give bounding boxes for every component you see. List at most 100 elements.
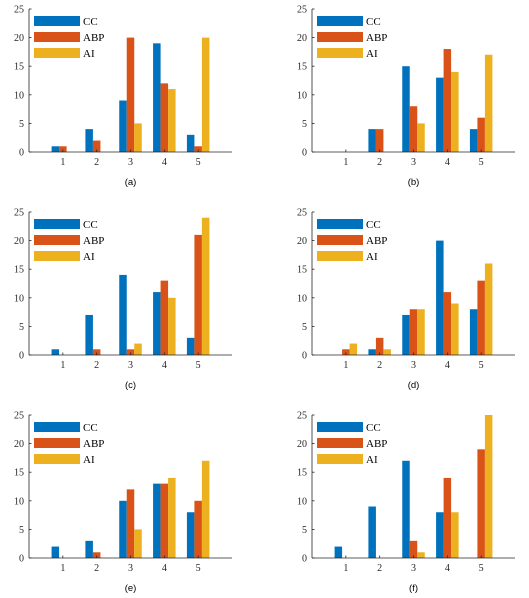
legend-swatch-cc xyxy=(34,219,80,229)
legend-label-ai: AI xyxy=(366,454,378,466)
bar-ai xyxy=(484,415,493,558)
x-tick-label: 4 xyxy=(445,157,450,168)
legend-swatch-abp xyxy=(317,32,363,42)
y-tick-label: 5 xyxy=(19,322,24,333)
bar-cc xyxy=(85,129,93,152)
bar-cc xyxy=(436,77,444,152)
y-tick-label: 25 xyxy=(297,208,307,219)
bar-cc xyxy=(368,129,376,152)
y-tick-label: 15 xyxy=(297,62,307,73)
bar-abp xyxy=(409,309,418,355)
x-tick-label: 4 xyxy=(445,360,450,371)
bar-cc xyxy=(186,337,195,355)
legend-swatch-cc xyxy=(317,422,363,432)
x-tick-label: 1 xyxy=(60,157,65,168)
y-tick-label: 15 xyxy=(297,265,307,276)
x-tick-label: 1 xyxy=(343,360,348,371)
bar-cc xyxy=(436,240,444,355)
bar-abp xyxy=(92,349,101,355)
legend-swatch-ai xyxy=(317,48,363,58)
bar-cc xyxy=(119,500,127,558)
legend-label-abp: ABP xyxy=(366,235,387,247)
y-tick-label: 5 xyxy=(302,525,307,536)
bar-cc xyxy=(119,100,127,152)
bar-cc xyxy=(186,134,195,152)
x-tick-label: 3 xyxy=(411,360,416,371)
legend-swatch-abp xyxy=(317,438,363,448)
bar-abp xyxy=(160,83,169,152)
y-tick-label: 5 xyxy=(302,119,307,130)
bar-ai xyxy=(484,263,493,355)
bar-abp xyxy=(477,280,485,355)
bar-cc xyxy=(368,349,376,355)
legend-swatch-ai xyxy=(317,454,363,464)
legend-label-abp: ABP xyxy=(83,235,104,247)
bar-ai xyxy=(451,71,459,152)
y-tick-label: 10 xyxy=(14,293,24,304)
bar-cc xyxy=(153,292,161,355)
legend-label-cc: CC xyxy=(366,16,381,28)
bar-abp xyxy=(409,106,418,152)
bar-abp xyxy=(59,146,67,152)
bar-cc xyxy=(51,546,60,558)
x-tick-label: 5 xyxy=(196,360,201,371)
legend-swatch-abp xyxy=(34,235,80,245)
y-tick-label: 15 xyxy=(14,468,24,479)
bar-ai xyxy=(134,343,142,355)
x-tick-label: 4 xyxy=(445,563,450,574)
bar-cc xyxy=(153,43,161,152)
bar-cc xyxy=(334,546,343,558)
legend-swatch-cc xyxy=(34,422,80,432)
y-tick-label: 20 xyxy=(297,439,307,450)
chart-panel: 0 5 10 15 20 25 1 2 3 4 5 CC ABP AI (b) xyxy=(297,5,515,188)
legend-swatch-cc xyxy=(317,219,363,229)
y-tick-label: 10 xyxy=(14,496,24,507)
x-tick-label: 4 xyxy=(162,563,167,574)
y-tick-label: 0 xyxy=(19,148,24,159)
legend-label-ai: AI xyxy=(83,251,95,263)
panel-label: (a) xyxy=(125,177,137,188)
legend-swatch-abp xyxy=(34,32,80,42)
y-tick-label: 5 xyxy=(19,525,24,536)
bar-cc xyxy=(402,314,410,355)
legend-label-abp: ABP xyxy=(83,32,104,44)
panel-label: (f) xyxy=(409,583,418,594)
legend-label-cc: CC xyxy=(83,219,98,231)
y-tick-label: 25 xyxy=(297,411,307,422)
legend-swatch-abp xyxy=(317,235,363,245)
x-tick-label: 5 xyxy=(196,563,201,574)
bar-abp xyxy=(92,552,101,558)
bar-abp xyxy=(126,349,135,355)
bar-abp xyxy=(443,49,452,152)
x-tick-label: 5 xyxy=(479,157,484,168)
bar-cc xyxy=(402,460,410,558)
x-tick-label: 1 xyxy=(60,563,65,574)
bar-abp xyxy=(477,117,485,152)
bar-abp xyxy=(126,489,135,558)
y-tick-label: 0 xyxy=(302,148,307,159)
bar-abp xyxy=(92,140,101,152)
x-tick-label: 2 xyxy=(94,360,99,371)
y-tick-label: 10 xyxy=(297,496,307,507)
y-tick-label: 20 xyxy=(14,439,24,450)
legend-label-abp: ABP xyxy=(366,32,387,44)
bar-cc xyxy=(85,314,93,355)
y-tick-label: 10 xyxy=(297,90,307,101)
legend-label-cc: CC xyxy=(83,16,98,28)
x-tick-label: 3 xyxy=(128,563,133,574)
y-tick-label: 15 xyxy=(14,265,24,276)
bar-ai xyxy=(417,309,425,355)
legend-label-cc: CC xyxy=(366,219,381,231)
legend-swatch-ai xyxy=(34,251,80,261)
x-tick-label: 5 xyxy=(479,563,484,574)
y-tick-label: 0 xyxy=(302,554,307,565)
bar-abp xyxy=(126,37,135,152)
legend-swatch-ai xyxy=(34,454,80,464)
chart-panel: 0 5 10 15 20 25 1 2 3 4 5 CC ABP AI (a) xyxy=(14,5,232,188)
y-tick-label: 0 xyxy=(19,351,24,362)
bar-ai xyxy=(201,217,210,355)
x-tick-label: 4 xyxy=(162,157,167,168)
bar-ai xyxy=(134,529,142,558)
bar-cc xyxy=(51,146,60,152)
panel-label: (e) xyxy=(125,583,137,594)
